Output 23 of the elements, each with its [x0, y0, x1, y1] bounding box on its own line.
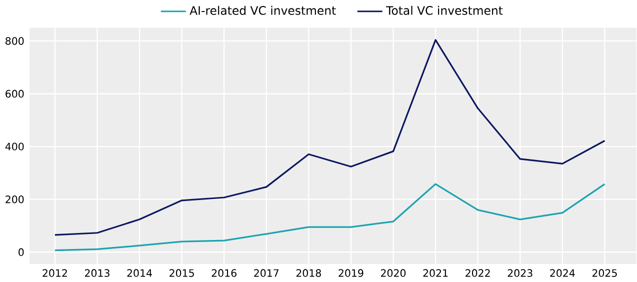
y-tick-label: 0: [18, 248, 24, 256]
x-tick-label: 2023: [508, 269, 532, 278]
x-tick-label: 2021: [423, 269, 448, 278]
y-tick-label: 400: [5, 142, 24, 151]
x-tick-label: 2015: [170, 269, 194, 278]
line-series: [54, 39, 606, 236]
x-tick-label: 2014: [127, 269, 152, 278]
x-tick-label: 2017: [254, 269, 279, 278]
x-tick-label: 2025: [592, 269, 617, 278]
x-tick-label: 2020: [380, 269, 406, 278]
x-tick-label: 2018: [296, 269, 321, 278]
x-tick-label: 2012: [42, 269, 67, 278]
y-tick-label: 800: [6, 37, 24, 45]
y-tick-label: 600: [6, 90, 24, 98]
x-tick-label: 2019: [338, 269, 364, 278]
x-tick-label: 2024: [550, 269, 575, 278]
x-tick-label: 2013: [84, 269, 110, 278]
x-tick-label: 2022: [466, 269, 490, 278]
x-tick-label: 2016: [212, 269, 236, 278]
y-tick-label: 200: [6, 196, 24, 204]
legend-label: AI-related VC investment: [190, 6, 336, 15]
legend-label: Total VC investment: [386, 6, 503, 15]
line-series: [54, 183, 606, 252]
